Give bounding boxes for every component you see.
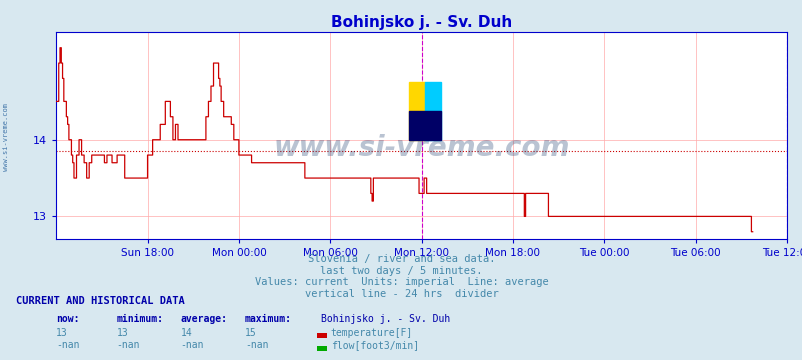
Title: Bohinjsko j. - Sv. Duh: Bohinjsko j. - Sv. Duh <box>330 15 512 30</box>
Text: vertical line - 24 hrs  divider: vertical line - 24 hrs divider <box>304 289 498 299</box>
Text: -nan: -nan <box>56 340 79 350</box>
Text: 13: 13 <box>116 328 128 338</box>
Text: CURRENT AND HISTORICAL DATA: CURRENT AND HISTORICAL DATA <box>16 296 184 306</box>
Text: 13: 13 <box>56 328 68 338</box>
Text: -nan: -nan <box>116 340 140 350</box>
Bar <box>409 111 441 140</box>
Text: Values: current  Units: imperial  Line: average: Values: current Units: imperial Line: av… <box>254 277 548 287</box>
Text: minimum:: minimum: <box>116 314 164 324</box>
Text: 14: 14 <box>180 328 192 338</box>
Text: -nan: -nan <box>180 340 204 350</box>
Text: maximum:: maximum: <box>245 314 292 324</box>
Text: -nan: -nan <box>245 340 268 350</box>
Bar <box>409 82 425 140</box>
Text: now:: now: <box>56 314 79 324</box>
Text: last two days / 5 minutes.: last two days / 5 minutes. <box>320 266 482 276</box>
Bar <box>425 82 441 140</box>
Text: www.si-vreme.com: www.si-vreme.com <box>273 134 569 162</box>
Text: flow[foot3/min]: flow[foot3/min] <box>330 340 419 350</box>
Text: average:: average: <box>180 314 228 324</box>
Text: Slovenia / river and sea data.: Slovenia / river and sea data. <box>307 254 495 264</box>
Text: Bohinjsko j. - Sv. Duh: Bohinjsko j. - Sv. Duh <box>321 314 450 324</box>
Text: temperature[F]: temperature[F] <box>330 328 412 338</box>
Text: www.si-vreme.com: www.si-vreme.com <box>3 103 10 171</box>
Text: 15: 15 <box>245 328 257 338</box>
